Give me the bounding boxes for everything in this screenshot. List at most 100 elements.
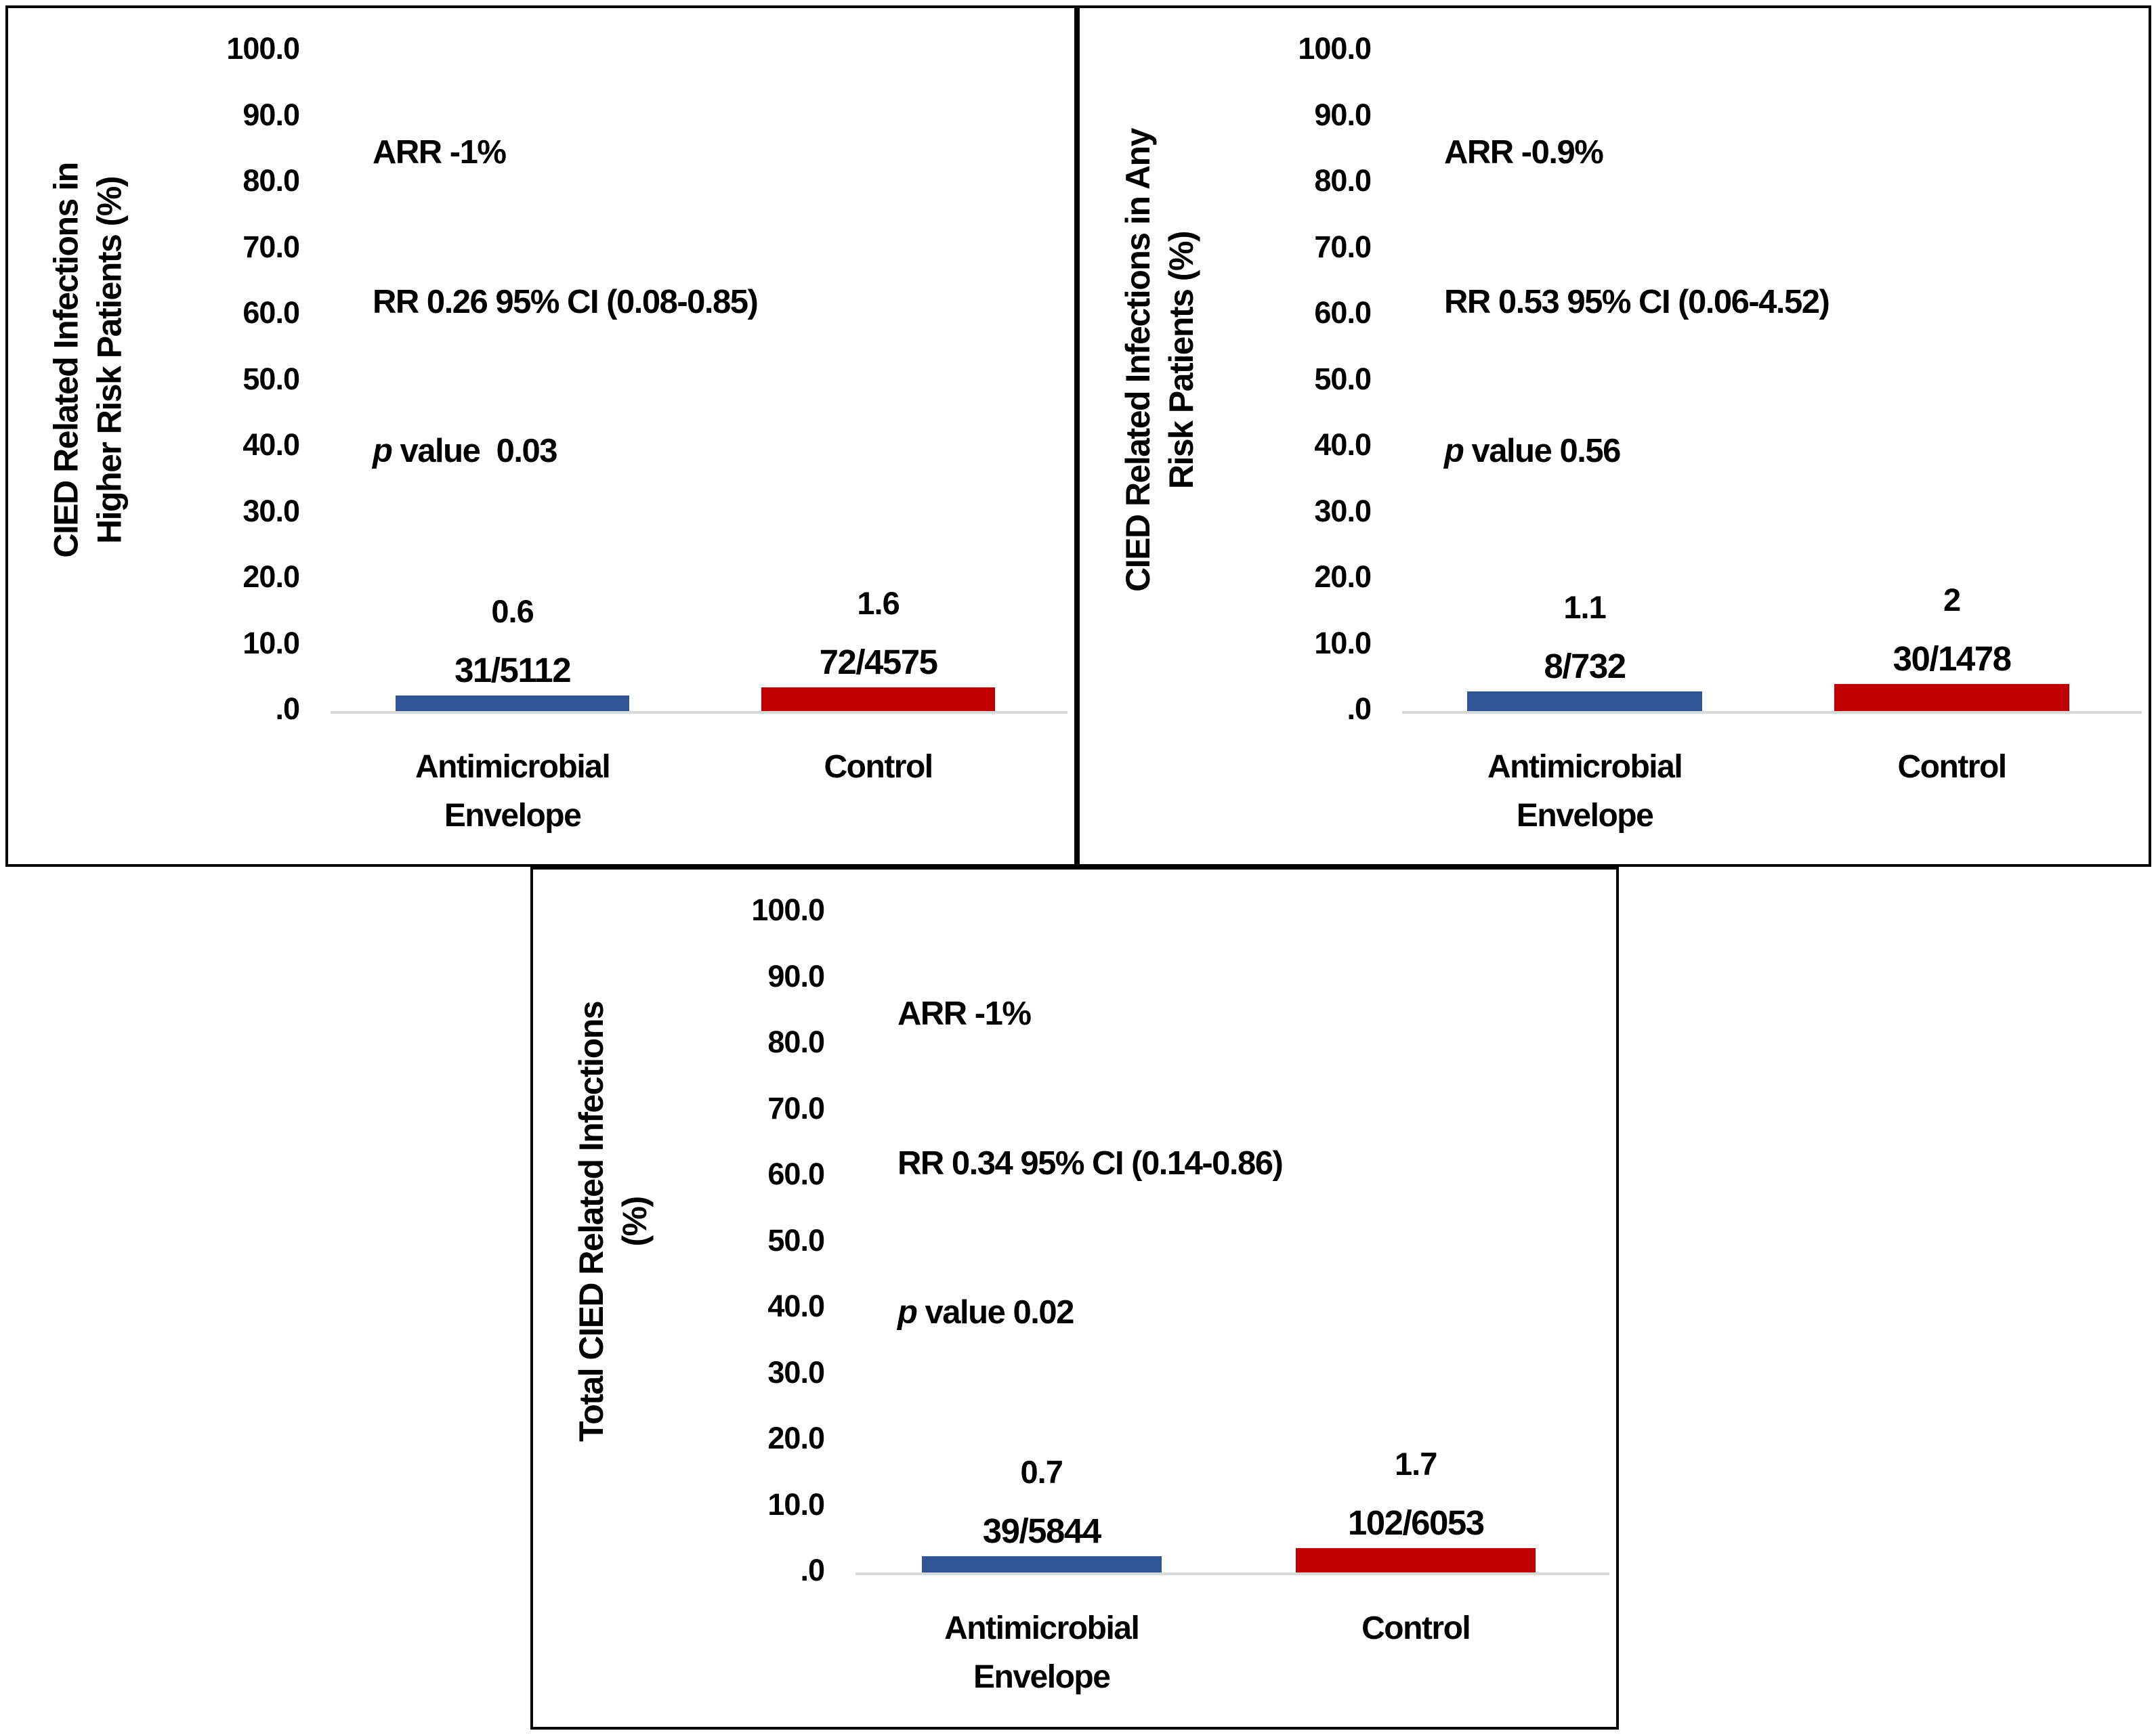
y-tick-label: 30.0 <box>242 493 300 528</box>
y-tick-label: 70.0 <box>767 1090 825 1126</box>
stats-annotation: ARR -0.9% RR 0.53 95% CI (0.06-4.52) p v… <box>1444 28 1830 576</box>
y-tick-label: 80.0 <box>242 163 300 198</box>
y-tick-label: 100.0 <box>1298 31 1372 66</box>
y-tick-label: 30.0 <box>767 1354 825 1390</box>
y-tick-label: 10.0 <box>767 1486 825 1522</box>
category-label: Antimicrobial Envelope <box>888 1604 1195 1702</box>
x-axis-baseline <box>855 1572 1609 1575</box>
y-tick-label: 70.0 <box>1314 229 1372 264</box>
p-symbol: p <box>1444 433 1464 469</box>
bar-fraction-label: 30/1478 <box>1893 639 2012 678</box>
category-label: Control <box>1801 743 2102 792</box>
plot-area: ARR -1% RR 0.26 95% CI (0.08-0.85) p val… <box>331 8 1068 714</box>
p-value-rest: value 0.56 <box>1463 433 1622 469</box>
rr-ci-text: RR 0.34 95% CI (0.14-0.86) <box>897 1144 1284 1182</box>
p-value-text: p value 0.02 <box>897 1288 1282 1338</box>
y-tick-label: 20.0 <box>242 559 300 594</box>
y-tick-label: 80.0 <box>1314 163 1372 198</box>
chart-panel-any-risk: CIED Related Infections in Any Risk Pati… <box>1077 5 2151 867</box>
category-label-line: Antimicrobial <box>944 1610 1140 1646</box>
p-value-text: p value 0.03 <box>373 427 757 477</box>
bar-group: 1.7 102/6053 <box>1296 1445 1536 1572</box>
bar <box>921 1556 1162 1572</box>
y-tick-label: 90.0 <box>767 958 825 993</box>
bar-group: 0.6 31/5112 <box>395 593 630 711</box>
y-tick-label: 10.0 <box>242 625 300 660</box>
y-tick-label: 40.0 <box>242 427 300 462</box>
p-symbol: p <box>373 433 393 469</box>
bar-value-label: 1.7 <box>1395 1446 1437 1482</box>
bar-group: 0.7 39/5844 <box>921 1453 1162 1572</box>
bar-value-label: 0.6 <box>491 593 534 629</box>
bar-value-label: 1.6 <box>857 585 900 621</box>
bar <box>761 687 996 711</box>
y-tick-label: 20.0 <box>767 1421 825 1455</box>
arr-text: ARR -1% <box>373 134 507 171</box>
rr-ci-text: RR 0.26 95% CI (0.08-0.85) <box>373 283 759 320</box>
category-label: Antimicrobial Envelope <box>1434 743 1735 840</box>
x-axis-baseline <box>331 711 1068 714</box>
bar-fraction-label: 8/732 <box>1544 647 1627 685</box>
bar <box>1296 1548 1536 1572</box>
category-labels: Antimicrobial Envelope Control <box>858 1604 1607 1723</box>
y-tick-label: 20.0 <box>1314 559 1372 594</box>
plot-area: ARR -0.9% RR 0.53 95% CI (0.06-4.52) p v… <box>1402 8 2142 714</box>
bar-group: 1.1 8/732 <box>1467 588 1702 711</box>
y-tick-label: 80.0 <box>767 1025 825 1059</box>
category-labels: Antimicrobial Envelope Control <box>333 743 1065 861</box>
y-tick-label: 50.0 <box>767 1222 825 1258</box>
bar-value-label: 0.7 <box>1020 1454 1063 1490</box>
y-tick-label: .0 <box>800 1553 825 1587</box>
y-tick-label: 90.0 <box>1314 97 1372 132</box>
y-axis-ticks: 100.0 90.0 80.0 70.0 60.0 50.0 40.0 30.0 20.0 10.… <box>533 870 831 1614</box>
bar <box>1467 691 1702 711</box>
x-axis-baseline <box>1402 711 2142 714</box>
y-axis-ticks: 100.0 90.0 80.0 70.0 60.0 50.0 40.0 30.0 20.0 10.… <box>1080 8 1378 753</box>
p-value-rest: value 0.03 <box>392 433 558 469</box>
category-label-line: Antimicrobial <box>1487 749 1683 785</box>
plot-area: ARR -1% RR 0.34 95% CI (0.14-0.86) p val… <box>855 870 1609 1575</box>
category-label: Antimicrobial Envelope <box>362 743 662 840</box>
category-label: Control <box>728 743 1028 792</box>
y-tick-label: 100.0 <box>751 893 825 927</box>
y-tick-label: 90.0 <box>242 97 300 132</box>
y-tick-label: .0 <box>1347 691 1372 726</box>
y-tick-label: 40.0 <box>1314 427 1372 462</box>
arr-text: ARR -1% <box>897 995 1032 1032</box>
bar <box>395 695 630 711</box>
y-tick-label: 70.0 <box>242 229 300 264</box>
bar <box>1834 684 2069 711</box>
category-label-line: Control <box>824 749 934 785</box>
p-value-rest: value 0.02 <box>916 1294 1075 1331</box>
bar-fraction-label: 102/6053 <box>1347 1503 1485 1542</box>
category-label-line: Envelope <box>1516 798 1654 834</box>
stats-annotation: ARR -1% RR 0.26 95% CI (0.08-0.85) p val… <box>373 28 759 576</box>
bar-fraction-label: 31/5112 <box>455 651 572 689</box>
y-tick-label: .0 <box>275 691 300 726</box>
stats-annotation: ARR -1% RR 0.34 95% CI (0.14-0.86) p val… <box>897 890 1284 1438</box>
rr-ci-text: RR 0.53 95% CI (0.06-4.52) <box>1444 283 1830 320</box>
chart-panel-total: Total CIED Related Infections (%) 100.0 9… <box>530 867 1619 1730</box>
category-label-line: Envelope <box>444 798 582 834</box>
y-tick-label: 30.0 <box>1314 493 1372 528</box>
p-symbol: p <box>897 1294 918 1331</box>
category-label-line: Control <box>1897 749 2008 785</box>
bar-fraction-label: 72/4575 <box>819 643 938 681</box>
category-label-line: Control <box>1361 1610 1471 1646</box>
chart-panel-higher-risk: CIED Related Infections in Higher Risk P… <box>5 5 1077 867</box>
y-tick-label: 40.0 <box>767 1289 825 1323</box>
category-label-line: Envelope <box>973 1659 1111 1695</box>
p-value-text: p value 0.56 <box>1444 427 1829 477</box>
bar-value-label: 1.1 <box>1563 589 1606 625</box>
y-axis-ticks: 100.0 90.0 80.0 70.0 60.0 50.0 40.0 30.0 20.0 10.… <box>8 8 306 753</box>
category-labels: Antimicrobial Envelope Control <box>1405 743 2139 861</box>
y-tick-label: 10.0 <box>1314 625 1372 660</box>
y-tick-label: 50.0 <box>1314 361 1372 396</box>
bar-group: 1.6 72/4575 <box>761 584 996 711</box>
bar-fraction-label: 39/5844 <box>982 1512 1101 1550</box>
y-tick-label: 60.0 <box>767 1157 825 1191</box>
y-tick-label: 60.0 <box>242 295 300 330</box>
bar-group: 2 30/1478 <box>1834 581 2069 711</box>
y-tick-label: 100.0 <box>226 31 300 66</box>
category-label: Control <box>1263 1604 1569 1653</box>
